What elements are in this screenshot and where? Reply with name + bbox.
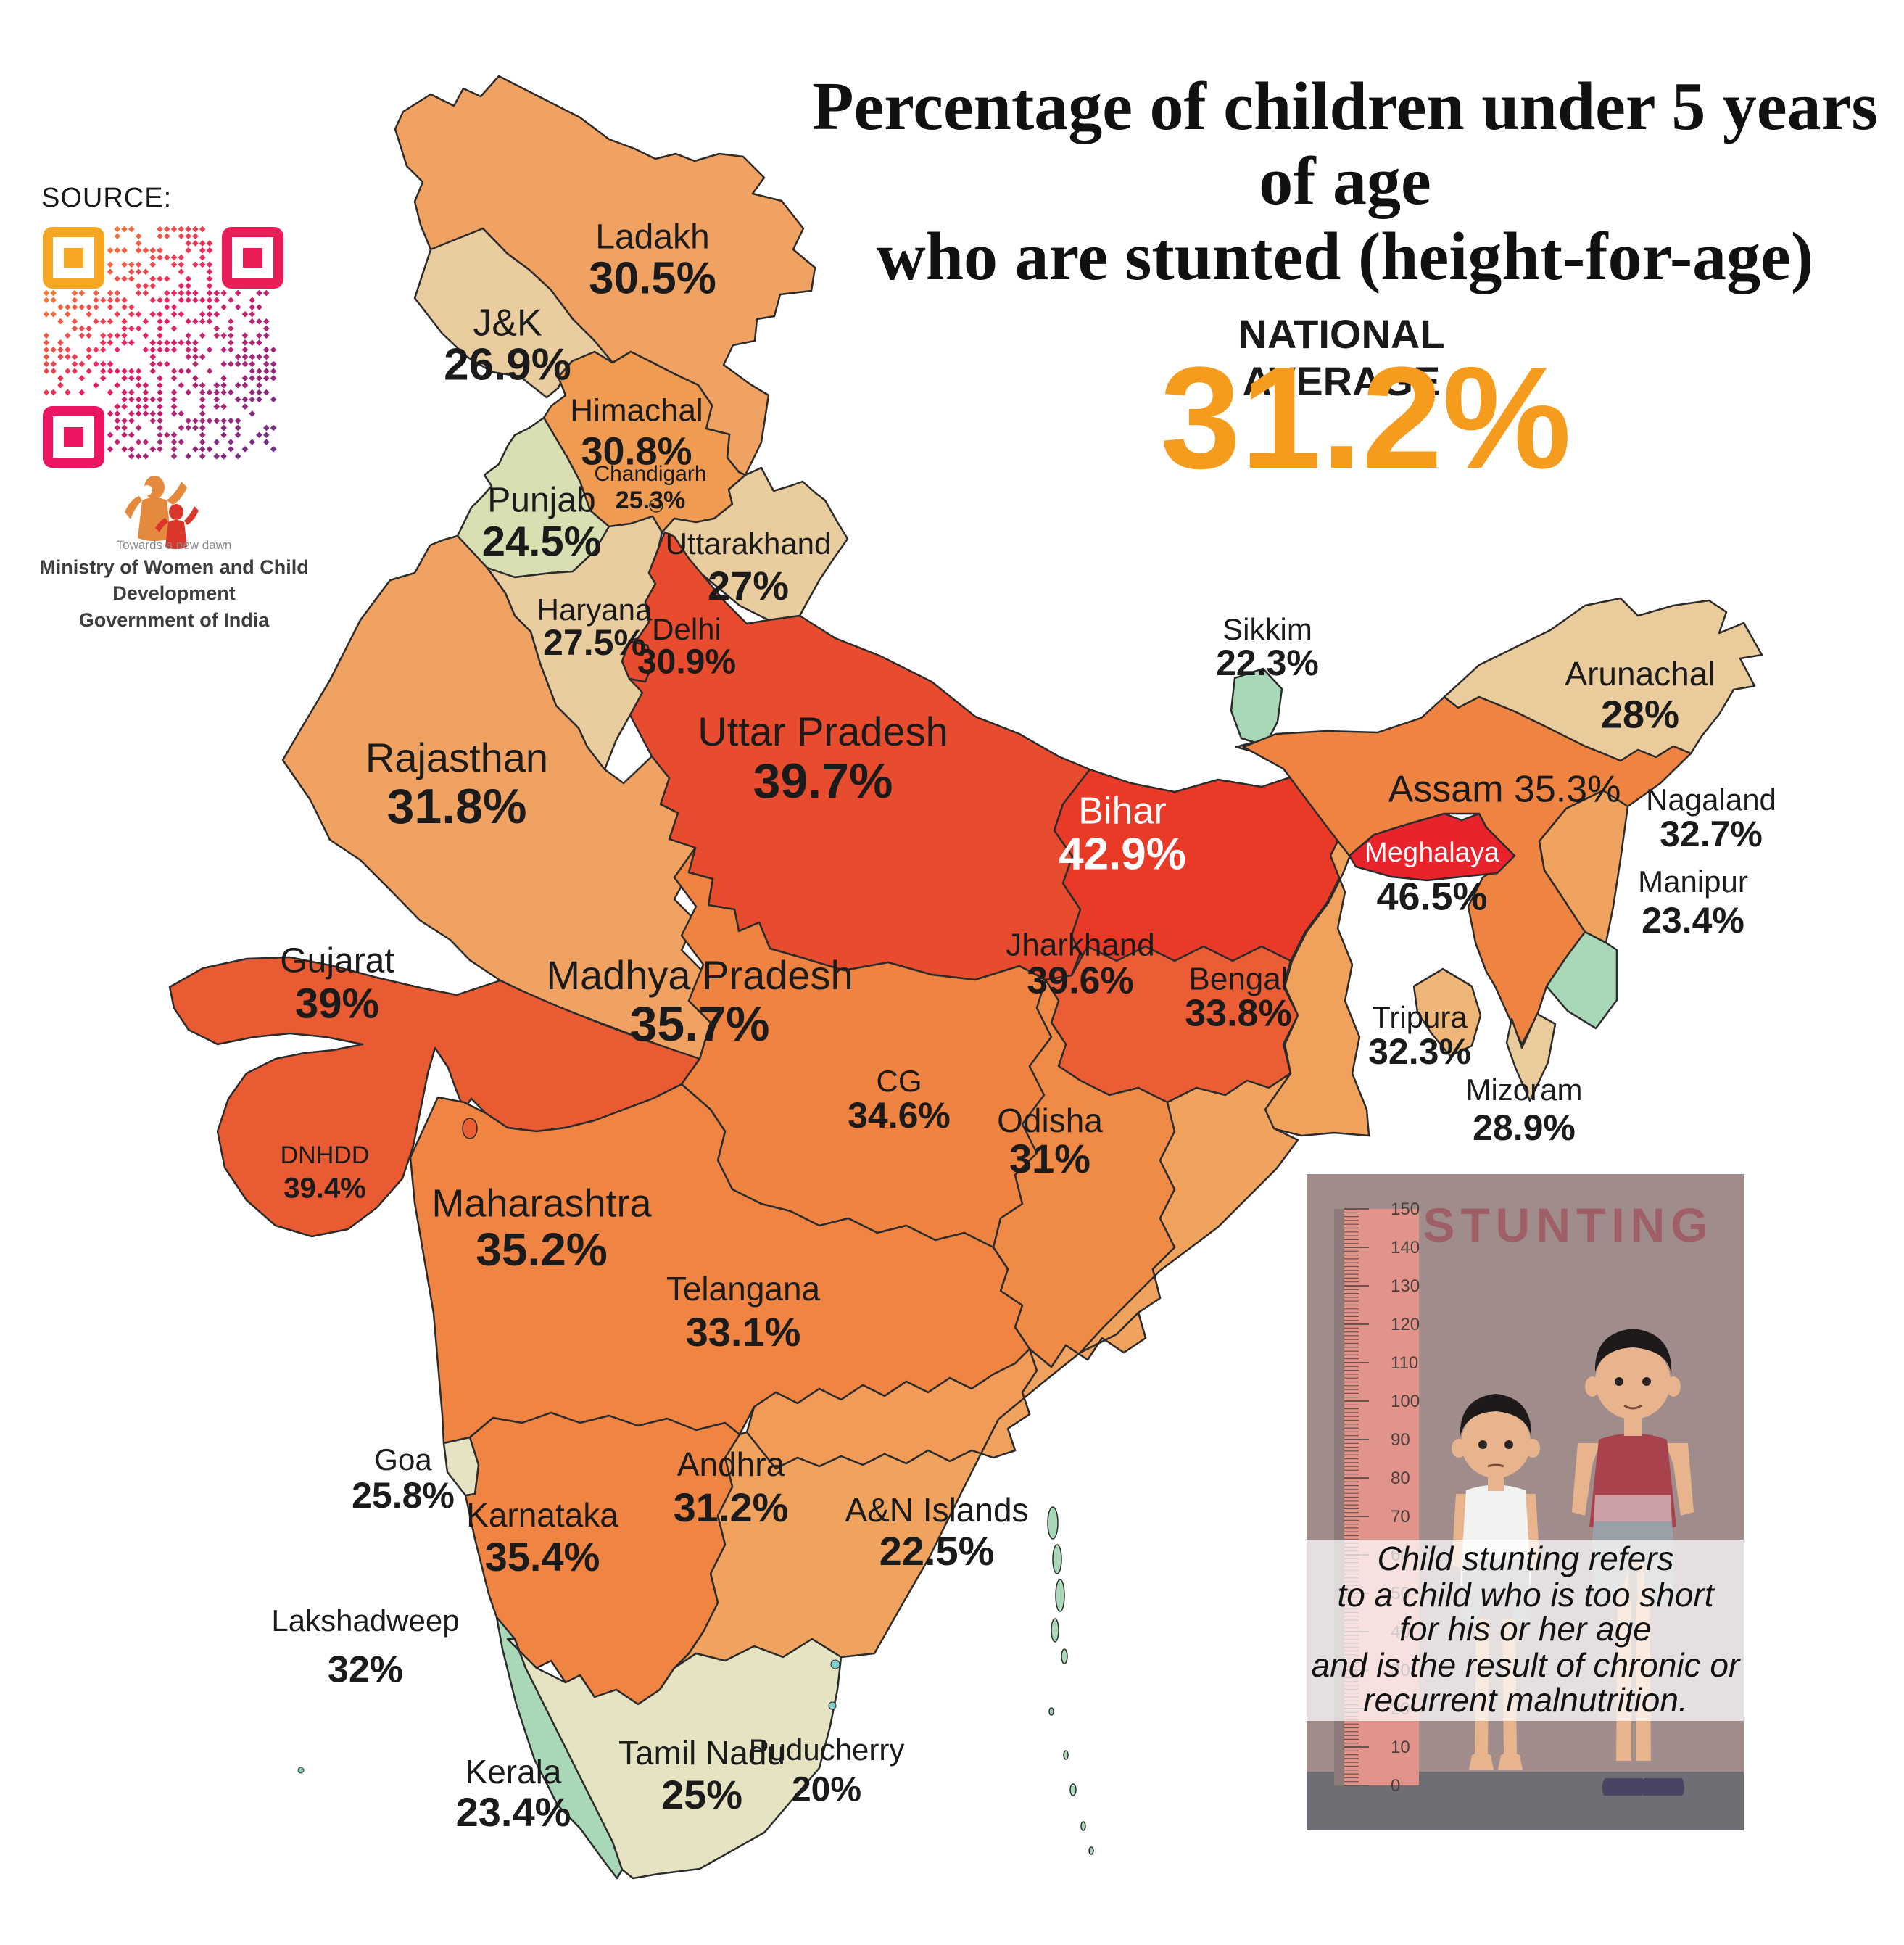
svg-text:Tamil Nadu: Tamil Nadu xyxy=(618,1734,785,1772)
svg-text:33.8%: 33.8% xyxy=(1185,993,1291,1035)
svg-text:recurrent malnutrition.: recurrent malnutrition. xyxy=(1363,1681,1687,1719)
svg-text:31.2%: 31.2% xyxy=(674,1484,789,1530)
svg-text:30.9%: 30.9% xyxy=(637,643,736,682)
svg-text:120: 120 xyxy=(1391,1315,1420,1334)
svg-text:22.5%: 22.5% xyxy=(879,1528,995,1574)
svg-text:Assam 35.3%: Assam 35.3% xyxy=(1388,769,1621,811)
svg-text:Bihar: Bihar xyxy=(1078,790,1166,833)
svg-text:24.5%: 24.5% xyxy=(482,518,601,565)
svg-text:39.6%: 39.6% xyxy=(1027,960,1133,1002)
svg-text:28%: 28% xyxy=(1601,693,1679,736)
svg-text:30.8%: 30.8% xyxy=(581,429,692,473)
svg-text:25.8%: 25.8% xyxy=(352,1475,455,1516)
svg-text:Ladakh: Ladakh xyxy=(595,218,709,257)
svg-text:34.6%: 34.6% xyxy=(848,1095,951,1136)
svg-text:Haryana: Haryana xyxy=(537,592,653,627)
svg-text:42.9%: 42.9% xyxy=(1059,829,1186,879)
svg-text:Himachal: Himachal xyxy=(570,393,703,429)
svg-text:Chandigarh: Chandigarh xyxy=(594,462,706,486)
svg-text:Bengal: Bengal xyxy=(1188,962,1288,997)
svg-text:25%: 25% xyxy=(661,1772,742,1817)
svg-text:26.9%: 26.9% xyxy=(444,339,571,389)
svg-text:Uttar Pradesh: Uttar Pradesh xyxy=(698,709,948,754)
svg-text:39.4%: 39.4% xyxy=(283,1173,365,1205)
svg-text:33.1%: 33.1% xyxy=(686,1309,801,1355)
svg-text:150: 150 xyxy=(1391,1199,1420,1219)
svg-text:Sikkim: Sikkim xyxy=(1222,612,1312,646)
svg-text:31.8%: 31.8% xyxy=(387,779,527,834)
svg-text:Arunachal: Arunachal xyxy=(1565,655,1715,693)
svg-text:Gujarat: Gujarat xyxy=(280,942,394,980)
svg-text:25.3%: 25.3% xyxy=(616,487,685,514)
svg-text:Puducherry: Puducherry xyxy=(749,1733,905,1767)
svg-text:28.9%: 28.9% xyxy=(1473,1107,1576,1148)
svg-text:Telangana: Telangana xyxy=(666,1270,821,1308)
svg-text:Madhya Pradesh: Madhya Pradesh xyxy=(546,952,853,998)
svg-text:10: 10 xyxy=(1391,1738,1410,1757)
svg-text:22.3%: 22.3% xyxy=(1216,643,1319,683)
svg-text:39%: 39% xyxy=(295,980,379,1027)
svg-text:140: 140 xyxy=(1391,1238,1420,1258)
svg-text:31%: 31% xyxy=(1009,1136,1090,1181)
svg-text:23.4%: 23.4% xyxy=(456,1789,571,1835)
svg-text:Andhra: Andhra xyxy=(677,1445,785,1483)
svg-text:Uttarakhand: Uttarakhand xyxy=(666,526,832,561)
svg-text:DNHDD: DNHDD xyxy=(281,1141,370,1169)
svg-text:Karnataka: Karnataka xyxy=(466,1496,618,1534)
svg-text:35.2%: 35.2% xyxy=(476,1223,607,1276)
svg-text:32.7%: 32.7% xyxy=(1660,814,1763,854)
svg-text:35.4%: 35.4% xyxy=(485,1534,600,1579)
svg-text:Delhi: Delhi xyxy=(652,612,721,646)
svg-text:CG: CG xyxy=(877,1064,922,1098)
svg-text:35.7%: 35.7% xyxy=(630,996,770,1052)
svg-text:110: 110 xyxy=(1391,1353,1418,1373)
svg-text:A&N Islands: A&N Islands xyxy=(845,1491,1028,1529)
svg-text:27.5%: 27.5% xyxy=(543,622,646,663)
svg-text:Manipur: Manipur xyxy=(1638,864,1748,899)
svg-text:23.4%: 23.4% xyxy=(1642,900,1744,941)
svg-text:0: 0 xyxy=(1391,1776,1400,1796)
svg-text:and is the result of chronic o: and is the result of chronic or xyxy=(1312,1646,1741,1684)
svg-text:for his or her age: for his or her age xyxy=(1399,1610,1652,1648)
svg-text:Child stunting refers: Child stunting refers xyxy=(1377,1540,1673,1577)
svg-text:STUNTING: STUNTING xyxy=(1423,1198,1713,1252)
svg-text:70: 70 xyxy=(1391,1507,1410,1527)
svg-text:Odisha: Odisha xyxy=(997,1102,1103,1139)
svg-text:to a child who is too short: to a child who is too short xyxy=(1337,1576,1715,1614)
svg-text:Rajasthan: Rajasthan xyxy=(365,735,548,780)
svg-text:32.3%: 32.3% xyxy=(1368,1031,1471,1072)
svg-text:Mizoram: Mizoram xyxy=(1465,1073,1582,1107)
svg-text:39.7%: 39.7% xyxy=(753,753,893,809)
svg-text:130: 130 xyxy=(1391,1276,1420,1296)
svg-text:32%: 32% xyxy=(328,1649,403,1691)
svg-text:J&K: J&K xyxy=(473,302,542,344)
svg-text:Tripura: Tripura xyxy=(1372,1000,1468,1034)
svg-text:30.5%: 30.5% xyxy=(589,253,716,303)
svg-text:Goa: Goa xyxy=(374,1442,432,1477)
svg-text:Kerala: Kerala xyxy=(465,1753,562,1791)
svg-text:Jharkhand: Jharkhand xyxy=(1006,928,1154,963)
svg-text:90: 90 xyxy=(1391,1430,1410,1450)
svg-text:Maharashtra: Maharashtra xyxy=(431,1181,652,1225)
svg-text:Punjab: Punjab xyxy=(487,482,595,520)
svg-text:46.5%: 46.5% xyxy=(1376,875,1487,918)
svg-text:Lakshadweep: Lakshadweep xyxy=(271,1603,459,1638)
svg-text:20%: 20% xyxy=(792,1771,861,1809)
svg-text:Nagaland: Nagaland xyxy=(1646,782,1776,817)
svg-text:27%: 27% xyxy=(708,563,789,608)
svg-text:100: 100 xyxy=(1391,1392,1420,1411)
svg-text:Meghalaya: Meghalaya xyxy=(1365,838,1500,868)
svg-text:80: 80 xyxy=(1391,1469,1410,1488)
